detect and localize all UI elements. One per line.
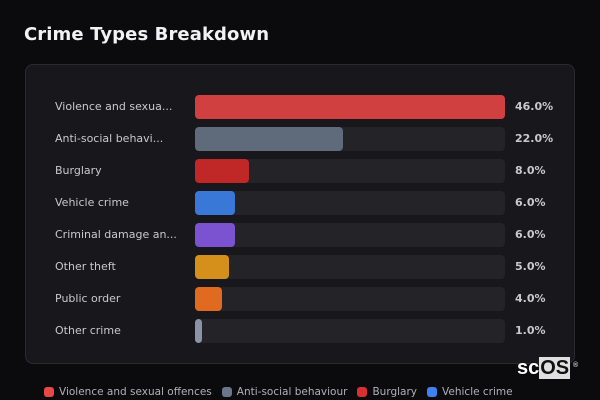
bar-label: Vehicle crime [55,196,129,209]
bar-row[interactable]: Anti-social behavi... 22.0% [26,127,574,151]
legend-item[interactable]: Burglary [357,386,417,398]
legend-swatch-icon [357,387,368,397]
bar-fill[interactable] [195,95,505,119]
legend-item[interactable]: Vehicle crime [427,386,513,398]
legend-label: Burglary [372,386,418,398]
bar-row[interactable]: Public order 4.0% [26,287,574,311]
legend-label: Violence and sexual offences [59,386,212,398]
bar-track [195,191,505,215]
bar-fill[interactable] [195,191,235,215]
chart-card: Violence and sexua... 46.0% Anti-social be… [25,64,575,364]
bar-label: Other crime [55,324,121,337]
bar-value: 1.0% [515,324,546,337]
bar-track [195,159,505,183]
bar-label: Public order [55,292,121,305]
bar-row[interactable]: Criminal damage an... 6.0% [26,223,574,247]
bar-fill[interactable] [195,319,202,343]
bar-fill[interactable] [195,159,249,183]
page-title: Crime Types Breakdown [24,24,270,45]
bar-value: 5.0% [515,260,546,273]
bar-value: 6.0% [515,196,546,209]
bar-row[interactable]: Other crime 1.0% [26,319,574,343]
legend-swatch-icon [427,387,438,397]
legend-item[interactable]: Violence and sexual offences [44,386,212,398]
legend-item[interactable]: Anti-social behaviour [221,386,348,398]
chart-legend: Violence and sexual offences Anti-social … [44,386,513,398]
legend-label: Vehicle crime [442,386,513,398]
bar-row[interactable]: Vehicle crime 6.0% [26,191,574,215]
watermark-sc: sc [517,357,540,379]
bar-track [195,287,505,311]
bar-value: 6.0% [515,228,546,241]
bar-track [195,223,505,247]
registered-icon: ® [572,362,579,369]
watermark-os: OS [539,357,571,379]
bar-row[interactable]: Burglary 8.0% [26,159,574,183]
bar-label: Anti-social behavi... [55,132,164,145]
watermark-logo: scOS ® [517,357,578,379]
bar-label: Violence and sexua... [55,100,173,113]
bar-row[interactable]: Violence and sexua... 46.0% [26,95,574,119]
legend-swatch-icon [44,387,54,397]
bar-fill[interactable] [195,127,343,151]
bar-fill[interactable] [195,255,229,279]
bar-value: 8.0% [515,164,546,177]
bar-track [195,255,505,279]
bar-value: 22.0% [515,132,554,145]
bar-track [195,319,505,343]
legend-label: Anti-social behaviour [236,386,348,398]
bar-fill[interactable] [195,287,222,311]
bar-track [195,95,505,119]
bar-row[interactable]: Other theft 5.0% [26,255,574,279]
bar-value: 46.0% [515,100,554,113]
bar-fill[interactable] [195,223,235,247]
bar-label: Criminal damage an... [55,228,177,241]
bar-value: 4.0% [515,292,546,305]
bar-label: Other theft [55,260,116,273]
bar-label: Burglary [55,164,102,177]
bar-track [195,127,505,151]
legend-swatch-icon [221,387,232,397]
